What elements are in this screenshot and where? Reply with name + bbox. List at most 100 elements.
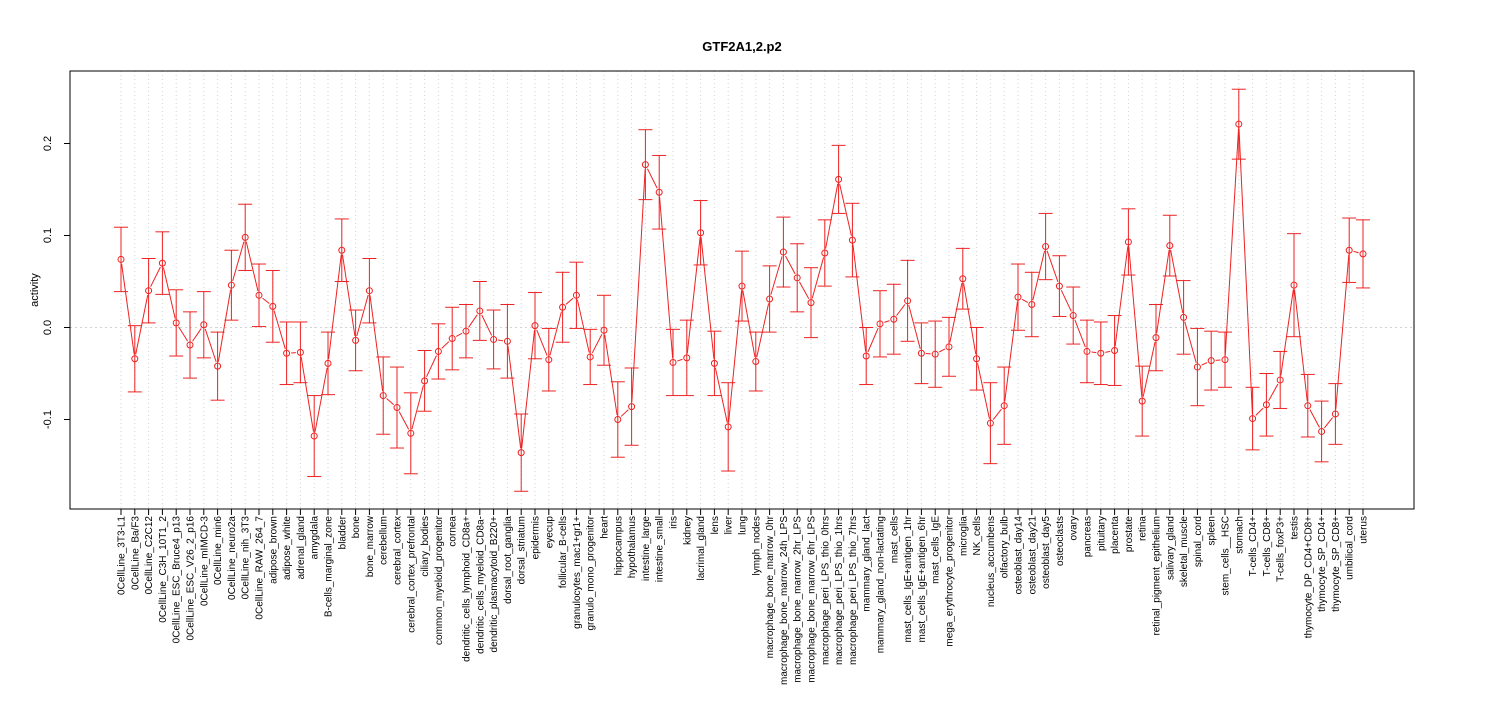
error-bar <box>804 267 818 339</box>
data-point <box>310 432 318 440</box>
x-tick-label: placenta <box>1110 516 1121 554</box>
error-bar <box>886 283 901 355</box>
x-tick-label: 0CellLine_3T3-L1 <box>117 516 128 595</box>
series-segment <box>908 305 921 350</box>
series-segment <box>1046 250 1059 283</box>
error-bar <box>555 271 570 343</box>
error-bar <box>748 331 763 392</box>
x-tick-label: hypothalamus <box>627 516 638 578</box>
data-point <box>600 326 608 334</box>
x-tick-label: mammary_gland_lact <box>862 516 873 612</box>
x-tick-label: dendritic_cells_myeloid_CD8a- <box>475 516 486 654</box>
data-point <box>766 295 774 303</box>
series-segment <box>646 168 658 189</box>
series-segment <box>426 355 437 377</box>
series-segment <box>728 290 743 423</box>
series-segment <box>631 169 646 403</box>
series-segment <box>1170 249 1184 314</box>
data-point <box>1359 250 1367 258</box>
data-point <box>697 229 705 237</box>
error-bar <box>900 259 915 342</box>
series-segment <box>1255 407 1264 416</box>
series-segment <box>604 334 618 416</box>
series-segment <box>742 290 756 358</box>
x-tick-label: granulocytes_mac1+gr1+ <box>572 516 583 629</box>
data-point <box>131 355 139 363</box>
x-tick-label: macrophage_peri_LPS_thio_7hrs <box>848 516 859 665</box>
series-segment <box>785 255 796 275</box>
error-bar <box>693 200 708 266</box>
data-point <box>1262 401 1270 409</box>
x-tick-label: prostate <box>1124 516 1135 553</box>
data-point <box>641 161 649 169</box>
x-tick-label: spinal_cord <box>1193 516 1204 567</box>
error-bar <box>500 304 515 379</box>
error-bar <box>1245 386 1260 451</box>
series-segment <box>549 311 562 356</box>
data-point <box>1276 376 1284 384</box>
x-tick-label: olfactory_bulb <box>1000 516 1011 579</box>
error-bar <box>390 366 404 449</box>
x-tick-label: lens <box>710 516 721 534</box>
series-segment <box>798 281 810 299</box>
data-point <box>1331 410 1339 418</box>
x-tick-label: pancreas <box>1083 516 1094 557</box>
x-tick-label: adrenal_gland <box>296 516 307 579</box>
series-segment <box>977 363 990 419</box>
x-tick-label: bone_marrow <box>365 515 376 577</box>
error-bar <box>735 250 749 322</box>
series-segment <box>232 241 245 281</box>
data-point <box>338 246 346 254</box>
series-segment <box>455 332 463 337</box>
error-bar <box>238 203 253 271</box>
error-bar <box>652 154 667 230</box>
series-segment <box>481 314 493 336</box>
x-tick-label: salivary_gland <box>1165 516 1176 580</box>
data-point <box>1249 415 1257 423</box>
x-tick-label: retinal_pigment_epithelium <box>1152 516 1163 636</box>
series-segment <box>1201 362 1208 366</box>
series-segment <box>714 367 728 423</box>
data-point <box>365 287 373 295</box>
x-tick-label: mast_cells_IgE <box>931 516 942 584</box>
data-point <box>807 299 815 307</box>
error-bar <box>1300 373 1315 438</box>
error-bar <box>817 219 832 287</box>
series-segment <box>770 256 783 295</box>
y-tick-label: 0.0 <box>42 320 54 335</box>
error-bar <box>183 311 197 379</box>
axis-layer: -0.1 0.0 0.1 0.2 0CellLine_3T3-L1 0CellLine_B… <box>42 136 1370 685</box>
plot-frame <box>69 70 1415 510</box>
error-bar <box>610 381 625 458</box>
series-segment <box>1184 321 1197 363</box>
series-segment <box>1021 298 1029 303</box>
data-point <box>821 249 829 257</box>
series-segment <box>341 254 356 337</box>
error-bar <box>624 367 639 446</box>
y-tick-label: -0.1 <box>42 410 54 429</box>
series-segment <box>949 283 963 343</box>
x-tick-label: macrophage_bone_marrow_24h_LPS <box>779 516 790 685</box>
x-tick-label: NK_cells <box>972 516 983 555</box>
x-tick-label: T-cells_CD8+ <box>1262 516 1273 576</box>
data-point <box>1152 334 1160 342</box>
error-bar <box>1011 263 1025 331</box>
x-tick-label: hippocampus <box>613 516 624 575</box>
error-bar <box>307 395 322 478</box>
x-tick-label: pituitary <box>1096 516 1107 551</box>
x-tick-label: thymocyte_SP_CD4+ <box>1317 516 1328 612</box>
series-segment <box>386 398 394 405</box>
data-point <box>862 352 870 360</box>
error-bar <box>334 218 349 282</box>
data-point <box>1304 402 1312 410</box>
data-point <box>269 302 277 310</box>
series-segment <box>369 295 384 392</box>
series-segment <box>1353 250 1359 254</box>
data-point <box>1207 357 1215 365</box>
data-point <box>904 297 912 305</box>
error-bar <box>514 413 529 492</box>
error-bar <box>1231 88 1246 160</box>
x-tick-label: dorsal_root_ganglia <box>503 516 514 604</box>
data-point <box>296 348 304 356</box>
data-point <box>117 255 125 263</box>
